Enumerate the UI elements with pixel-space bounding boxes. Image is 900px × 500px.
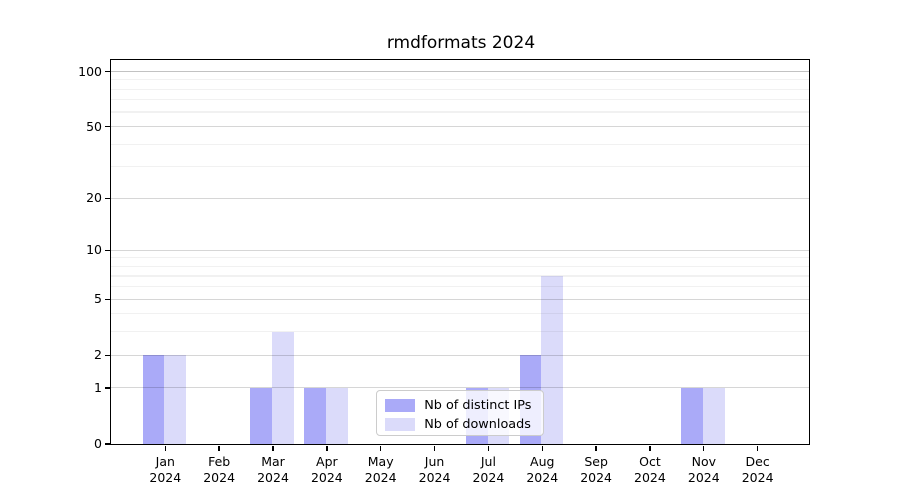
x-tick: [218, 445, 220, 451]
y-tick-label: 100: [78, 63, 102, 79]
x-tick-label: Apr 2024: [295, 454, 359, 486]
x-tick: [380, 445, 382, 451]
bar-ips-apr: [304, 387, 327, 444]
plot-area: Nb of distinct IPs Nb of downloads: [110, 58, 811, 445]
x-tick-label-year: 2024: [418, 470, 451, 485]
y-tick: [104, 443, 111, 445]
x-tick-label-year: 2024: [526, 470, 559, 485]
x-tick-label: Jan 2024: [133, 454, 197, 486]
bar-downloads-apr: [326, 387, 348, 444]
x-tick-label-month: Apr: [316, 454, 338, 469]
x-tick-label-year: 2024: [310, 470, 343, 485]
bar-downloads-mar: [272, 331, 294, 444]
x-tick-label: Dec 2024: [726, 454, 790, 486]
x-tick-label: Sep 2024: [564, 454, 628, 486]
x-tick-label-year: 2024: [741, 470, 774, 485]
y-tick-label: 20: [86, 190, 102, 206]
y-tick: [104, 249, 111, 252]
legend-label-downloads: Nb of downloads: [424, 416, 531, 432]
x-tick: [756, 445, 759, 451]
x-tick-label-month: Aug: [530, 454, 555, 469]
legend: Nb of distinct IPs Nb of downloads: [376, 389, 545, 436]
y-tick-label: 5: [94, 291, 102, 307]
legend-label-distinct-ips: Nb of distinct IPs: [424, 397, 532, 413]
bar-downloads-jan: [164, 355, 187, 444]
y-tick-label: 1: [94, 380, 102, 396]
x-tick-label-year: 2024: [364, 470, 397, 485]
y-tick: [104, 126, 111, 128]
y-tick: [104, 354, 111, 357]
legend-swatch-downloads: [385, 417, 416, 431]
x-tick: [595, 445, 597, 451]
x-tick-label: Nov 2024: [672, 454, 736, 486]
y-tick: [104, 298, 111, 301]
x-tick: [433, 445, 436, 451]
x-tick-label-month: Jun: [424, 454, 445, 469]
x-tick-label-year: 2024: [472, 470, 505, 485]
legend-row-distinct-ips: Nb of distinct IPs: [385, 396, 535, 415]
x-tick-label: Oct 2024: [618, 454, 682, 486]
legend-row-downloads: Nb of downloads: [385, 415, 535, 434]
x-tick: [326, 445, 328, 451]
y-tick-label: 10: [86, 242, 102, 258]
x-tick: [164, 445, 166, 451]
x-tick-label-month: Jul: [480, 454, 496, 469]
x-tick: [703, 445, 705, 451]
bar-ips-mar: [250, 387, 273, 444]
y-tick-label: 0: [94, 436, 102, 451]
y-tick-label: 2: [94, 347, 102, 363]
x-tick-label-month: Nov: [691, 454, 716, 469]
x-tick-label-month: Oct: [639, 454, 661, 469]
x-tick-label: Aug 2024: [510, 454, 574, 486]
x-tick: [487, 445, 490, 451]
bar-ips-nov: [681, 387, 703, 444]
y-tick-label: 50: [86, 118, 102, 134]
x-tick-label-year: 2024: [687, 470, 720, 485]
x-tick-label-month: May: [367, 454, 394, 469]
bars-layer: [111, 60, 809, 444]
x-tick-label-month: Feb: [208, 454, 231, 469]
bar-ips-jan: [142, 355, 165, 444]
chart-title: rmdformats 2024: [386, 33, 536, 53]
bar-downloads-nov: [702, 387, 725, 444]
x-tick: [272, 445, 274, 451]
x-tick-label-month: Jan: [155, 454, 175, 469]
x-tick-label-year: 2024: [203, 470, 236, 485]
x-tick: [649, 445, 651, 451]
x-tick-label-month: Mar: [261, 454, 285, 469]
x-tick-label-year: 2024: [580, 470, 612, 485]
x-tick-label: Feb 2024: [187, 454, 251, 486]
legend-swatch-distinct-ips: [385, 398, 416, 412]
bar-downloads-aug: [541, 276, 564, 444]
y-tick: [104, 197, 111, 199]
y-tick: [104, 387, 111, 389]
x-tick-label-year: 2024: [257, 470, 289, 485]
y-tick: [104, 70, 111, 73]
x-tick-label-month: Dec: [745, 454, 770, 469]
x-tick: [541, 445, 543, 451]
x-tick-label-month: Sep: [584, 454, 608, 469]
x-tick-label-year: 2024: [149, 470, 182, 485]
x-tick-label: Jul 2024: [456, 454, 520, 486]
x-tick-label: Jun 2024: [403, 454, 467, 486]
x-tick-label: Mar 2024: [241, 454, 305, 486]
x-tick-label-year: 2024: [634, 470, 666, 485]
x-tick-label: May 2024: [349, 454, 413, 486]
